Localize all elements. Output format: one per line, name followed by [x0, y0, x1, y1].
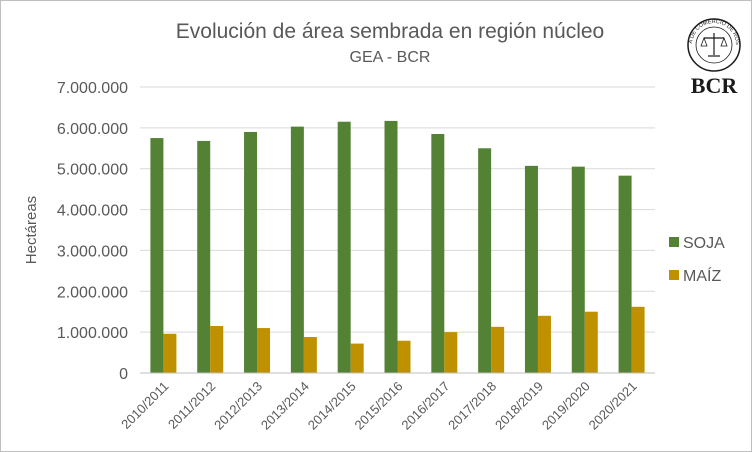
bar-soja [478, 148, 492, 373]
x-tick-label: 2020/2021 [586, 379, 640, 433]
bar-maíz [350, 343, 364, 373]
x-tick-label: 2018/2019 [492, 379, 546, 433]
bar-maíz [631, 306, 645, 373]
y-axis-ticks: 0 1.000.000 2.000.000 3.000.000 4.000.000 5.0… [57, 80, 128, 383]
bar-maíz [397, 340, 411, 373]
y-tick-label: 7.000.000 [57, 80, 128, 97]
bar-maíz [491, 326, 505, 373]
y-tick-label: 1.000.000 [57, 325, 128, 342]
x-tick-label: 2016/2017 [398, 379, 452, 433]
bar-maíz [584, 311, 598, 373]
bar-soja [197, 140, 211, 373]
bars [150, 120, 645, 373]
bar-soja [290, 126, 304, 373]
x-tick-label: 2013/2014 [258, 379, 312, 433]
y-tick-label: 2.000.000 [57, 284, 128, 301]
y-tick-label: 4.000.000 [57, 203, 128, 220]
bar-maíz [303, 337, 317, 373]
bar-maíz [444, 332, 458, 373]
legend-swatch-soja [669, 237, 679, 247]
x-axis-ticks: 2010/20112011/20122012/20132013/20142014… [118, 379, 640, 433]
bar-maíz [257, 328, 271, 373]
legend: SOJA MAÍZ [669, 235, 725, 285]
x-tick-label: 2015/2016 [352, 379, 406, 433]
logo-name: BCR [691, 73, 739, 98]
bar-maíz [537, 315, 551, 373]
x-tick-label: 2014/2015 [305, 379, 359, 433]
bar-soja [150, 138, 164, 373]
y-tick-label: 6.000.000 [57, 121, 128, 138]
x-tick-label: 2010/2011 [118, 379, 171, 432]
x-tick-label: 2017/2018 [445, 379, 499, 433]
bar-soja [431, 133, 445, 373]
y-tick-label: 0 [119, 366, 128, 383]
bar-soja [524, 165, 538, 373]
y-axis-label: Hectáreas [23, 196, 40, 264]
chart-title: Evolución de área sembrada en región núc… [176, 20, 604, 43]
legend-label-soja: SOJA [683, 235, 725, 252]
chart-subtitle: GEA - BCR [350, 49, 431, 66]
bar-soja [384, 120, 398, 373]
legend-label-maíz: MAÍZ [683, 266, 721, 285]
bar-soja [618, 175, 632, 373]
bar-maíz [210, 326, 224, 373]
y-tick-label: 3.000.000 [57, 243, 128, 260]
bar-soja [337, 121, 351, 373]
bar-soja [244, 131, 258, 373]
x-tick-label: 2011/2012 [165, 379, 218, 432]
legend-swatch-maíz [669, 270, 679, 280]
y-tick-label: 5.000.000 [57, 162, 128, 179]
x-tick-label: 2019/2020 [539, 379, 593, 433]
x-tick-label: 2012/2013 [211, 379, 265, 433]
bar-maíz [163, 333, 177, 373]
bar-soja [571, 166, 585, 373]
